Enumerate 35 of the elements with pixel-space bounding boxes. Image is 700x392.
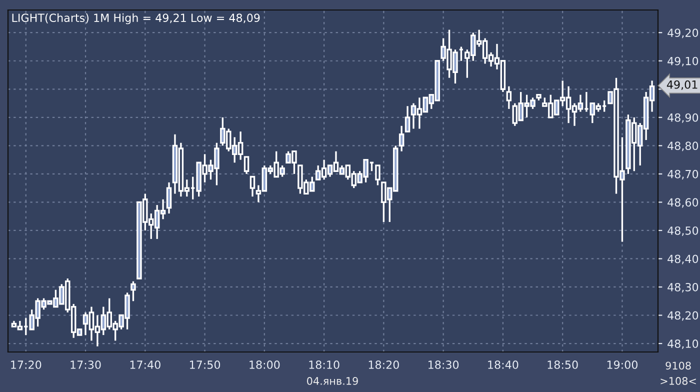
y-tick-label: 48,80 — [668, 142, 698, 152]
x-tick-label: 18:00 — [250, 360, 280, 369]
text: 9108 — [666, 362, 691, 370]
y-tick-label: 48,10 — [668, 339, 698, 350]
y-tick-label: 49,20 — [668, 28, 698, 38]
y-tick-label: 48,90 — [668, 113, 698, 123]
candlestick — [398, 125, 404, 152]
y-tick-label: 48,40 — [668, 254, 698, 264]
y-tick-label: 49,10 — [668, 56, 698, 66]
candlestick — [375, 164, 380, 186]
y-tick-label: 48,60 — [668, 198, 698, 208]
y-tick-label: 48,30 — [668, 282, 698, 293]
candlestick — [166, 182, 172, 214]
x-tick-label: 19:00 — [607, 360, 638, 369]
x-tick-label: 17:50 — [190, 360, 220, 369]
x-tick-label: 17:40 — [130, 360, 160, 369]
x-tick-label: 17:30 — [70, 360, 101, 369]
text: >108< — [660, 377, 696, 385]
y-tick-label: 48,70 — [668, 170, 698, 180]
x-tick-label: 18:30 — [428, 360, 459, 369]
candlestick — [130, 280, 136, 302]
x-tick-label: 18:10 — [309, 360, 340, 369]
x-tick-label: 18:20 — [368, 360, 399, 369]
text: 04.янв.19 — [307, 377, 358, 385]
candlestick — [244, 156, 250, 175]
candlestick — [506, 85, 512, 110]
chart-title: LIGHT(Charts) 1M High = 49,21 Low = 48,09 — [12, 13, 260, 24]
text: 49,01 — [666, 80, 698, 90]
x-tick-label: 18:40 — [488, 360, 518, 369]
candlestick — [404, 105, 410, 132]
y-tick-label: 48,20 — [668, 311, 698, 321]
candlestick — [250, 176, 256, 198]
x-tick-label: 18:50 — [548, 360, 578, 369]
y-tick-label: 48,50 — [668, 226, 698, 236]
x-tick-label: 17:20 — [11, 360, 42, 369]
